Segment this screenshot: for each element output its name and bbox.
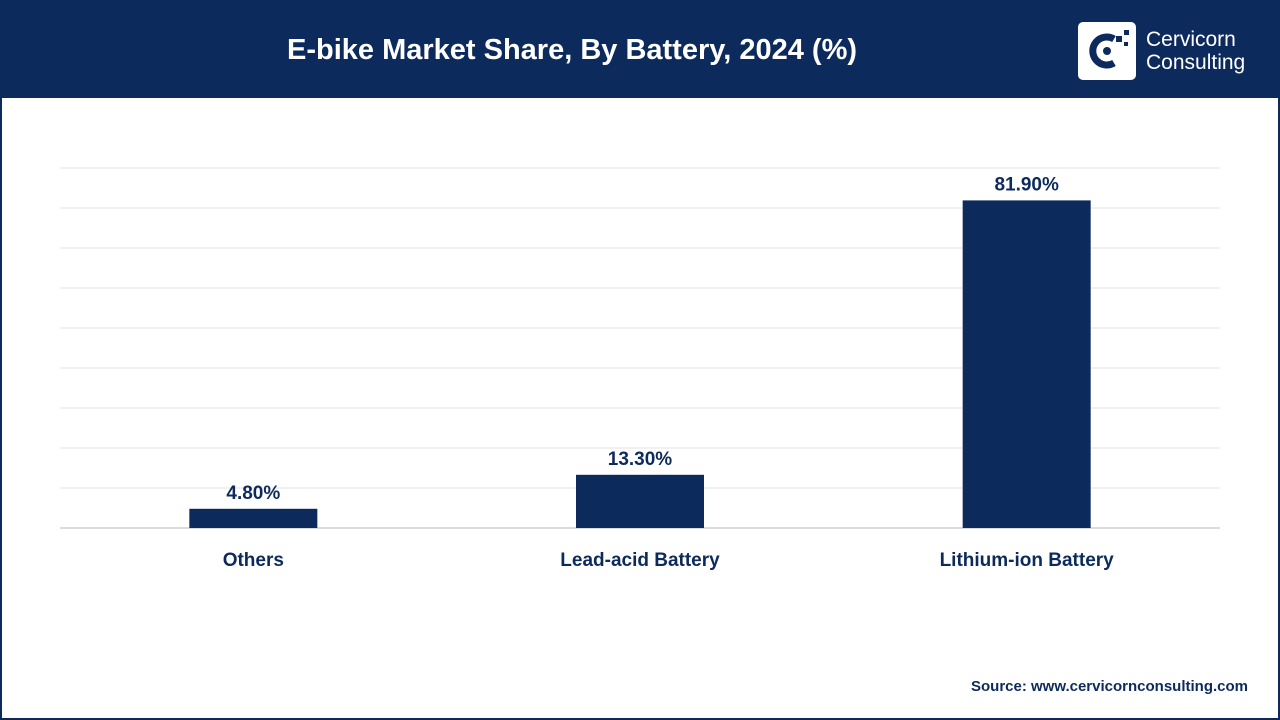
gridlines bbox=[60, 167, 1220, 489]
bar-lead-acid-battery bbox=[576, 474, 704, 528]
category-label: Lithium-ion Battery bbox=[940, 550, 1115, 571]
category-labels-group: Others Lead-acid Battery Lithium-ion Batte… bbox=[223, 550, 1114, 571]
bar-lithium-ion-battery bbox=[962, 200, 1091, 528]
bar-others bbox=[189, 508, 318, 528]
source-note: Source: www.cervicornconsulting.com bbox=[970, 678, 1248, 695]
chart-title: E-bike Market Share, By Battery, 2024 (%… bbox=[286, 34, 858, 66]
value-labels-group: 4.80% 13.30% 81.90% bbox=[226, 174, 1059, 503]
value-label: 81.90% bbox=[994, 174, 1059, 195]
bars-group bbox=[189, 200, 1091, 528]
bar-chart: 4.80% 13.30% 81.90% Others Lead-acid Batter… bbox=[60, 167, 1220, 571]
category-label: Lead-acid Battery bbox=[560, 550, 720, 571]
logo-text: Cervicorn Consulting bbox=[1146, 28, 1245, 74]
logo-line-2: Consulting bbox=[1146, 51, 1246, 74]
value-label: 4.80% bbox=[226, 483, 280, 504]
brand-logo: Cervicorn Consulting bbox=[1078, 22, 1268, 80]
logo-line-1: Cervicorn bbox=[1146, 28, 1236, 51]
value-label: 13.30% bbox=[608, 449, 673, 470]
logo-mark-icon bbox=[1078, 22, 1136, 80]
category-label: Others bbox=[223, 550, 284, 571]
title-banner: E-bike Market Share, By Battery, 2024 (%… bbox=[2, 2, 1278, 98]
